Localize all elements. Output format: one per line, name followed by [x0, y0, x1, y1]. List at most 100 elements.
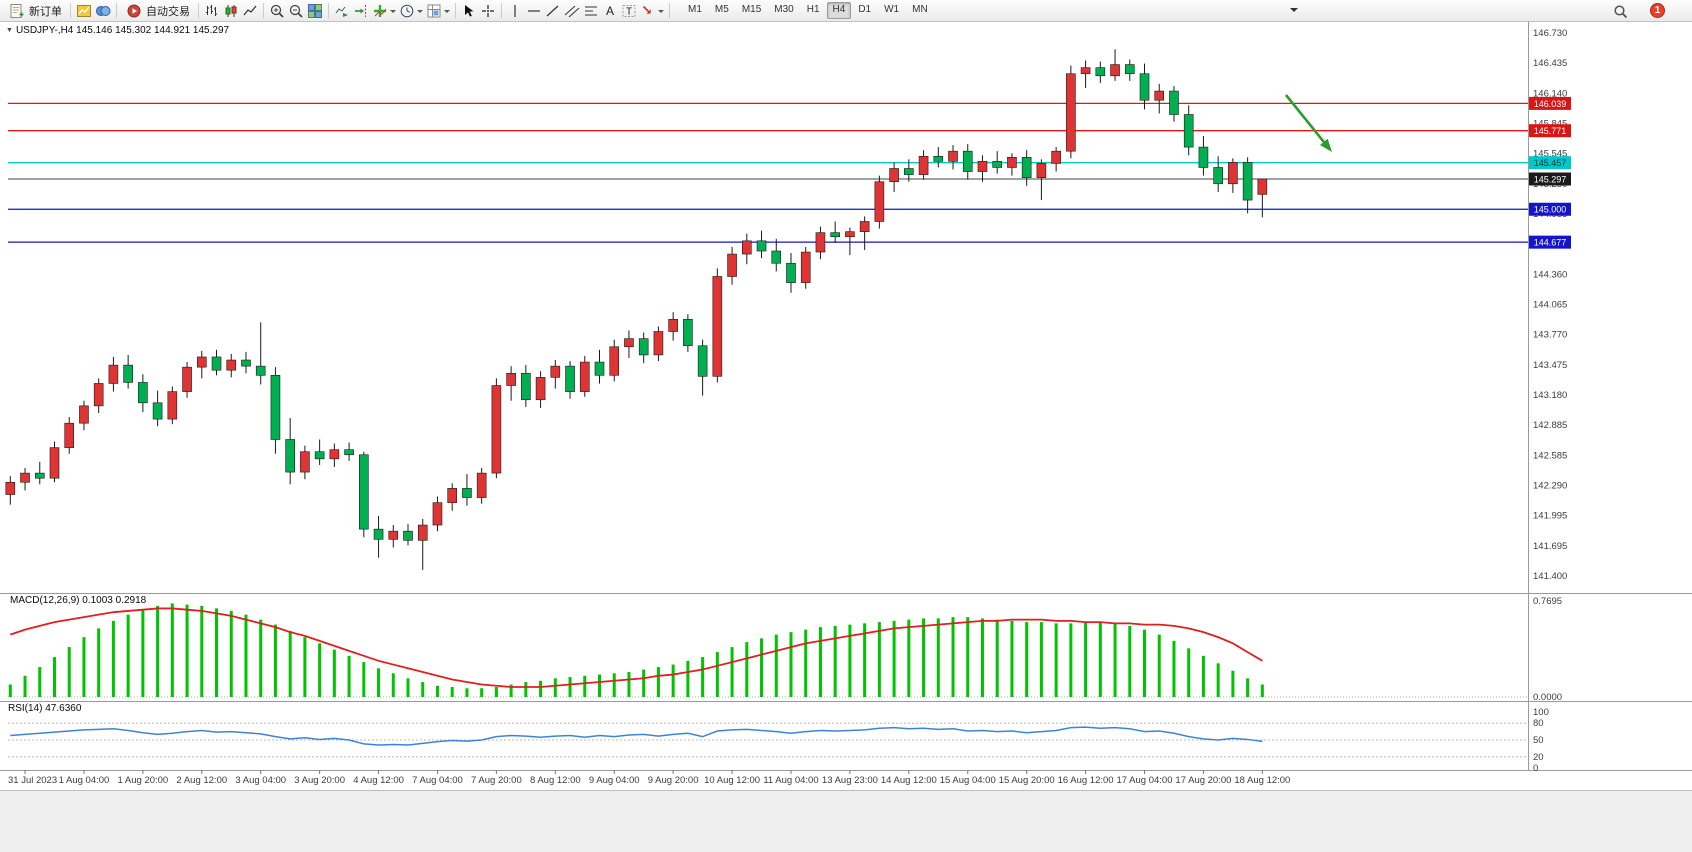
- search-icon[interactable]: [1612, 3, 1630, 20]
- text-tool-icon[interactable]: A: [601, 2, 619, 19]
- toolbar-separator: [328, 3, 329, 18]
- macd-title: MACD(12,26,9) 0.1003 0.2918: [10, 595, 147, 606]
- candle: [270, 375, 281, 440]
- timeframe-mn[interactable]: MN: [912, 4, 928, 15]
- candle: [653, 331, 664, 356]
- auto-scroll-icon[interactable]: [333, 2, 351, 19]
- fibonacci-icon[interactable]: [582, 2, 600, 19]
- price-tags: 146.039 145.771 145.457 145.297 145.000 144.6…: [1529, 96, 1571, 249]
- new-order-label: 新订单: [29, 5, 62, 18]
- indicators-dropdown-caret[interactable]: [390, 10, 396, 16]
- time-axis-label: 3 Aug 20:00: [294, 775, 345, 786]
- cursor-icon[interactable]: [460, 2, 478, 19]
- candlestick-chart-icon[interactable]: [222, 2, 240, 19]
- zoom-in-icon[interactable]: [268, 2, 286, 19]
- indicators-icon[interactable]: [371, 2, 389, 19]
- time-axis-label: 15 Aug 20:00: [999, 775, 1055, 786]
- horizontal-lines[interactable]: [8, 102, 1528, 243]
- market-watch-icon[interactable]: [94, 2, 112, 19]
- candle: [285, 439, 295, 473]
- charts-profile-icon[interactable]: [75, 2, 93, 19]
- candle: [889, 168, 899, 183]
- collapse-triangle-icon[interactable]: ▼: [6, 27, 13, 34]
- price-axis-label: 141.400: [1533, 571, 1567, 582]
- toolbar-overflow-caret[interactable]: [1290, 8, 1298, 16]
- zoom-out-icon[interactable]: [287, 2, 305, 19]
- candles-layer: [5, 49, 1268, 570]
- timeframe-h4[interactable]: H4: [826, 2, 852, 19]
- timeframe-m30[interactable]: M30: [774, 4, 794, 15]
- candle: [594, 361, 605, 376]
- candle: [1021, 156, 1032, 178]
- new-order-button[interactable]: 新订单: [4, 1, 66, 20]
- candle: [609, 346, 620, 376]
- candle: [462, 488, 472, 498]
- svg-text:145.771: 145.771: [1534, 126, 1567, 136]
- candle: [1228, 162, 1238, 185]
- candle: [948, 150, 958, 162]
- arrows-dropdown-caret[interactable]: [658, 10, 664, 16]
- arrows-tool-icon[interactable]: [639, 2, 657, 19]
- time-axis-label: 1 Aug 20:00: [118, 775, 169, 786]
- time-axis-label: 11 Aug 04:00: [763, 775, 818, 786]
- timeframe-d1[interactable]: D1: [858, 4, 872, 15]
- price-axis-label: 143.475: [1533, 360, 1567, 371]
- channel-icon[interactable]: [563, 2, 581, 19]
- crosshair-icon[interactable]: [479, 2, 497, 19]
- candle: [992, 161, 1003, 168]
- time-axis-label: 14 Aug 12:00: [881, 775, 937, 786]
- candle: [579, 361, 590, 392]
- tile-windows-icon[interactable]: [306, 2, 324, 19]
- timeframe-w1[interactable]: W1: [884, 4, 900, 15]
- timeframe-m15[interactable]: M15: [741, 4, 762, 15]
- candle: [904, 168, 914, 175]
- notification-badge[interactable]: 1: [1650, 3, 1665, 18]
- toolbar-separator: [70, 3, 71, 18]
- price-tag: [1529, 96, 1571, 110]
- candle: [1257, 178, 1268, 195]
- candle: [1080, 67, 1091, 75]
- candle: [1051, 150, 1061, 164]
- timeframe-h1[interactable]: H1: [806, 4, 820, 15]
- candle: [1198, 146, 1209, 168]
- candle: [741, 240, 752, 255]
- svg-text:100: 100: [1533, 707, 1549, 718]
- chart-background: [0, 22, 1692, 852]
- candle: [255, 365, 266, 376]
- trend-arrow[interactable]: [1284, 94, 1332, 152]
- svg-text:146.039: 146.039: [1534, 99, 1567, 109]
- line-chart-icon[interactable]: [241, 2, 259, 19]
- candle: [771, 250, 782, 264]
- templates-dropdown-caret[interactable]: [444, 10, 450, 16]
- price-tag: [1529, 172, 1571, 186]
- label-tool-icon[interactable]: T: [620, 2, 638, 19]
- timeframe-m5[interactable]: M5: [714, 4, 729, 15]
- toolbar-separator: [501, 3, 502, 18]
- macd-signal-line: [10, 607, 1263, 688]
- candle: [226, 359, 237, 371]
- horizontal-line-icon[interactable]: [525, 2, 543, 19]
- timeframe-m1[interactable]: M1: [688, 4, 702, 15]
- vertical-line-icon[interactable]: [506, 2, 524, 19]
- periods-dropdown-caret[interactable]: [417, 10, 423, 16]
- svg-text:145.000: 145.000: [1534, 205, 1567, 215]
- price-axis-label: 145.845: [1533, 119, 1567, 130]
- svg-text:20: 20: [1533, 752, 1544, 763]
- candle: [64, 422, 75, 448]
- trendline-icon[interactable]: [544, 2, 562, 19]
- price-axis-label: 142.585: [1533, 450, 1567, 461]
- periods-icon[interactable]: [398, 2, 416, 19]
- price-axis-label: 141.695: [1533, 541, 1567, 552]
- candle: [447, 488, 458, 503]
- auto-trading-button[interactable]: 自动交易: [121, 1, 194, 20]
- bar-chart-icon[interactable]: [203, 2, 221, 19]
- templates-icon[interactable]: [425, 2, 443, 19]
- candle: [79, 405, 89, 424]
- chart-shift-icon[interactable]: [352, 2, 370, 19]
- candle: [1066, 73, 1076, 152]
- time-axis-label: 1 Aug 04:00: [59, 775, 110, 786]
- time-axis-label: 15 Aug 04:00: [940, 775, 996, 786]
- candle: [521, 372, 531, 401]
- price-axis-label: 146.435: [1533, 58, 1567, 69]
